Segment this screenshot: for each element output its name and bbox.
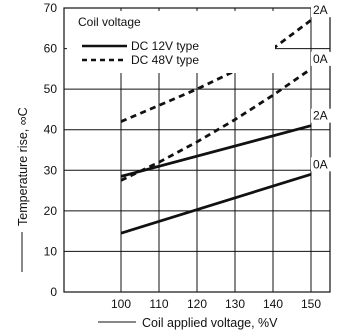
x-axis-title: Coil applied voltage, %V [98,316,278,330]
series-label-bg [311,157,333,172]
series-line-3 [120,19,312,123]
y-tick-label: 50 [44,82,58,96]
x-tick-label: 150 [301,297,321,311]
x-tick-label: 100 [111,297,131,311]
y-tick-label: 60 [44,42,58,56]
y-tick-label: 0 [50,285,57,299]
y-tick-label: 40 [44,123,58,137]
series-line-1 [120,124,312,178]
legend-label-dc-12v: DC 12V type [131,39,199,53]
series-line-0 [120,172,312,235]
series-end-label: 0A [313,52,328,66]
legend: Coil voltage DC 12V type DC 48V type [67,11,275,73]
x-tick-label: 140 [263,297,283,311]
series-end-label: 0A [313,157,328,171]
series-end-label: 2A [313,109,328,123]
x-tick-label: 130 [225,297,245,311]
plot-frame [63,7,331,293]
series-label-bg [311,3,333,18]
y-tick-label: 70 [44,1,58,15]
legend-title: Coil voltage [78,15,141,29]
series-end-label: 2A [313,3,328,17]
x-axis-label: Coil applied voltage, %V [142,316,278,330]
y-tick-label: 10 [44,244,58,258]
series-label-bg [311,108,333,123]
series-group: 0A 2A 0A 2A [120,3,333,235]
x-tick-label: 120 [187,297,207,311]
y-axis-label: Temperature rise, ∞C [16,107,30,226]
axis-ticks: 100 110 120 130 140 150 0 10 20 30 40 50 60 70 [44,1,322,311]
y-tick-label: 30 [44,163,58,177]
y-axis-title: Temperature rise, ∞C [16,107,30,272]
x-tick-label: 110 [149,297,168,311]
legend-box [67,11,275,73]
series-line-2 [120,67,312,182]
series-label-bg [311,51,333,66]
legend-label-dc-48v: DC 48V type [131,53,199,67]
y-tick-label: 20 [44,204,58,218]
